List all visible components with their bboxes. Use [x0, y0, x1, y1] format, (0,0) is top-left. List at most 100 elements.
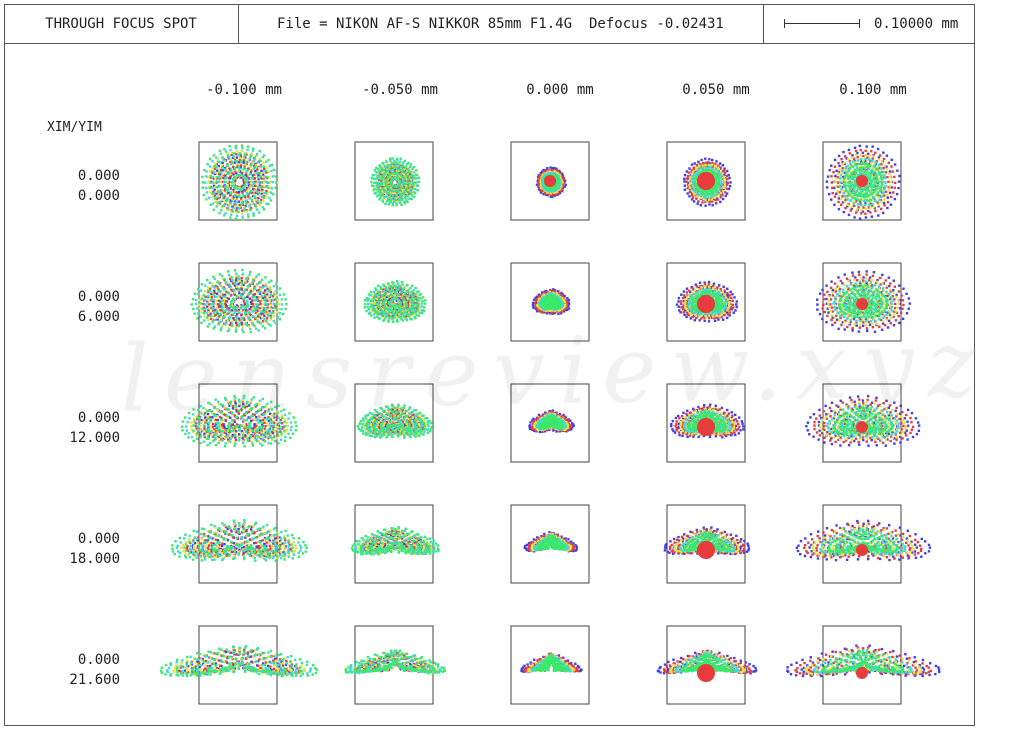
ray-dot	[252, 279, 254, 281]
ray-dot	[890, 204, 892, 206]
ray-dot	[692, 196, 694, 198]
ray-dot	[275, 322, 277, 324]
ray-dot	[242, 273, 244, 275]
ray-dot	[270, 280, 272, 282]
ray-dot	[879, 190, 881, 192]
ray-dot	[400, 312, 402, 314]
ray-dot	[200, 302, 202, 304]
ray-dot	[417, 297, 419, 299]
ray-dot	[374, 287, 376, 289]
ray-dot	[392, 176, 394, 178]
ray-dot	[270, 199, 272, 201]
ray-dot	[851, 157, 853, 159]
ray-dot	[235, 279, 237, 281]
ray-dot	[225, 300, 227, 302]
ray-dot	[405, 166, 407, 168]
ray-dot	[221, 275, 223, 277]
ray-dot	[417, 307, 419, 309]
ray-dot	[831, 181, 833, 183]
ray-dot	[380, 178, 382, 180]
ray-dot	[266, 288, 268, 290]
ray-dot	[849, 200, 851, 202]
ray-dot	[245, 202, 247, 204]
ray-dot	[391, 281, 393, 283]
ray-dot	[257, 200, 259, 202]
ray-dot	[872, 145, 874, 147]
ray-dot	[883, 198, 885, 200]
ray-dot	[869, 154, 871, 156]
ray-dot	[241, 144, 243, 146]
ray-dot	[211, 296, 213, 298]
ray-dot	[195, 303, 197, 305]
ray-dot	[396, 195, 398, 197]
ray-dot	[878, 199, 880, 201]
ray-dot	[388, 295, 390, 297]
ray-dot	[382, 301, 384, 303]
ray-dot	[376, 294, 378, 296]
ray-dot	[852, 186, 854, 188]
ray-dot	[708, 158, 710, 160]
ray-dot	[227, 270, 229, 272]
ray-dot	[871, 203, 873, 205]
ray-dot	[700, 159, 702, 161]
ray-dot	[700, 167, 702, 169]
ray-dot	[852, 165, 854, 167]
ray-dot	[695, 172, 697, 174]
ray-dot	[264, 285, 266, 287]
ray-dot	[842, 167, 844, 169]
ray-dot	[237, 211, 239, 213]
ray-dot	[375, 303, 377, 305]
ray-dot	[252, 303, 254, 305]
ray-dot	[257, 176, 259, 178]
ray-dot	[888, 162, 890, 164]
ray-dot	[855, 150, 857, 152]
ray-dot	[376, 189, 378, 191]
ray-dot	[371, 304, 373, 306]
ray-dot	[869, 178, 871, 180]
ray-dot	[257, 172, 259, 174]
ray-dot	[833, 204, 835, 206]
ray-dot	[263, 208, 265, 210]
ray-dot	[554, 187, 556, 189]
ray-dot	[249, 273, 251, 275]
ray-dot	[205, 187, 207, 189]
ray-dot	[403, 298, 405, 300]
ray-dot	[232, 282, 234, 284]
ray-dot	[417, 290, 419, 292]
ray-dot	[392, 321, 394, 323]
ray-dot	[688, 167, 690, 169]
ray-dot	[892, 191, 894, 193]
ray-dot	[284, 308, 286, 310]
ray-dot	[207, 286, 209, 288]
ray-dot	[719, 187, 721, 189]
ray-dot	[847, 165, 849, 167]
ray-dot	[370, 291, 372, 293]
ray-dot	[258, 181, 260, 183]
ray-dot	[259, 303, 261, 305]
ray-dot	[397, 299, 399, 301]
ray-dot	[272, 307, 274, 309]
ray-dot	[211, 320, 213, 322]
ray-dot	[883, 204, 885, 206]
ray-dot	[217, 160, 219, 162]
ray-dot	[722, 187, 724, 189]
ray-dot	[716, 192, 718, 194]
ray-dot	[228, 274, 230, 276]
ray-dot	[378, 170, 380, 172]
ray-dot	[844, 207, 846, 209]
ray-dot	[214, 197, 216, 199]
ray-dot	[387, 320, 389, 322]
ray-dot	[275, 297, 277, 299]
ray-dot	[235, 330, 237, 332]
ray-dot	[258, 189, 260, 191]
ray-dot	[852, 202, 854, 204]
ray-dot	[874, 200, 876, 202]
ray-dot	[273, 303, 275, 305]
ray-dot	[720, 192, 722, 194]
ray-dot	[216, 170, 218, 172]
ray-dot	[700, 204, 702, 206]
ray-dot	[392, 204, 394, 206]
ray-dot	[693, 167, 695, 169]
ray-dot	[894, 182, 896, 184]
ray-dot	[384, 312, 386, 314]
